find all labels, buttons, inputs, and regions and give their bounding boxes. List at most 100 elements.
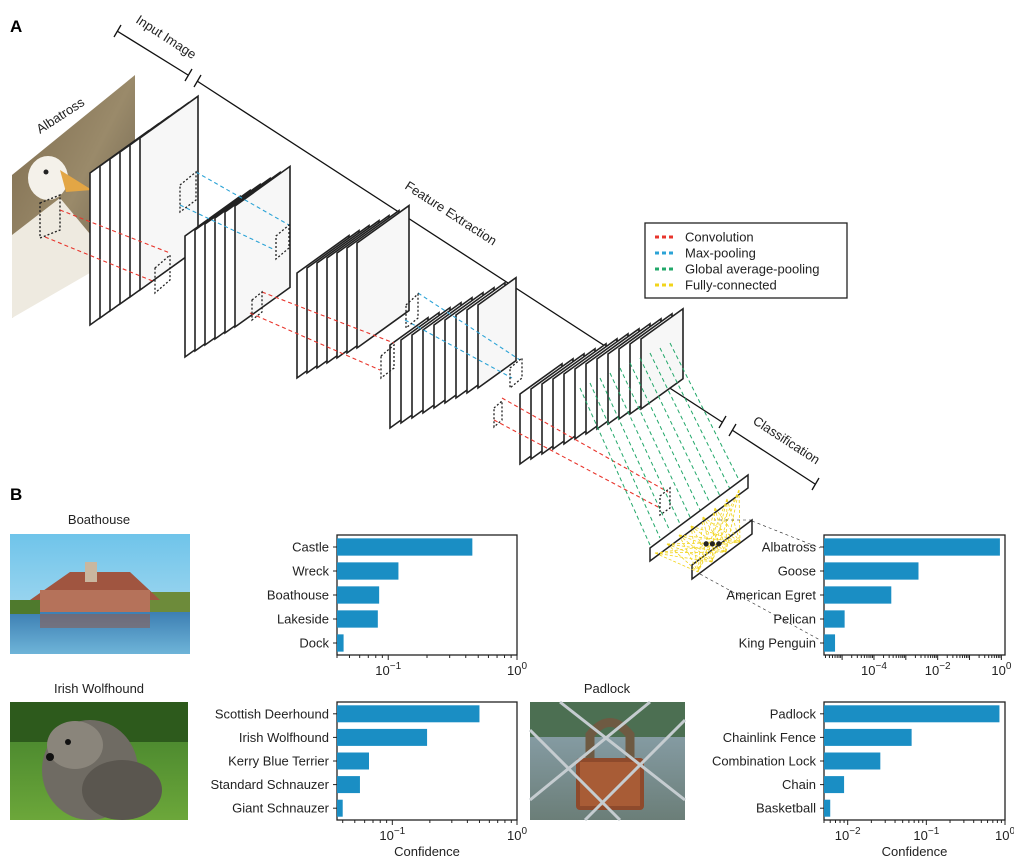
bar-irish-wolfhound <box>337 728 428 746</box>
bar-padlock <box>824 705 1000 723</box>
irish-wolfhound-image-group: Irish Wolfhound <box>10 681 188 820</box>
bar-chain <box>824 776 845 794</box>
fc-line <box>702 516 741 543</box>
category-label: Lakeside <box>277 612 329 627</box>
panel-label-a: A <box>10 17 22 36</box>
bar-albatross <box>824 538 1000 556</box>
fc-line <box>678 534 741 543</box>
category-label: Kerry Blue Terrier <box>228 754 330 769</box>
category-label: Wreck <box>292 564 329 579</box>
fc-line <box>725 498 728 553</box>
legend-label: Max-pooling <box>685 246 756 261</box>
layer-1-5 <box>234 164 291 329</box>
fc-line <box>702 516 727 553</box>
fc-line <box>654 551 727 554</box>
bar-combination-lock <box>824 752 881 770</box>
x-tick-label: 100 <box>507 661 527 678</box>
feature-extraction-label: Feature Extraction <box>402 178 499 248</box>
category-label: Castle <box>292 540 329 555</box>
x-axis-label: Confidence <box>882 844 948 857</box>
gap-line <box>639 357 711 504</box>
irish-wolfhound-image <box>10 702 188 820</box>
bar-boathouse <box>337 586 380 604</box>
fc-line <box>654 541 741 554</box>
chart-1: Albatross Goose American Egret Pelican King … <box>726 534 1012 678</box>
fc-line <box>714 507 741 543</box>
legend-label: Fully-connected <box>685 278 777 293</box>
bar-lakeside <box>337 610 378 628</box>
fc-line <box>711 507 716 563</box>
bar-king-penguin <box>824 634 836 652</box>
x-tick-label: 100 <box>991 661 1011 678</box>
category-label: Chainlink Fence <box>723 730 816 745</box>
fc-line <box>690 525 713 563</box>
bar-giant-schnauzer <box>337 799 343 817</box>
dotted-kernels <box>154 170 671 517</box>
bar-castle <box>337 538 473 556</box>
x-tick-label: 10−2 <box>835 826 861 843</box>
category-label: Basketball <box>756 801 816 816</box>
bar-scottish-deerhound <box>337 705 480 723</box>
category-label: Boathouse <box>267 588 329 603</box>
bar-pelican <box>824 610 845 628</box>
chart-0: Castle Wreck Boathouse Lakeside Dock 10−1 100 <box>267 534 527 678</box>
layer-4-11 <box>640 307 684 411</box>
gap-line <box>659 347 731 490</box>
layer-3-8 <box>477 276 517 390</box>
gap-line <box>589 382 661 539</box>
fc-line <box>714 507 727 553</box>
boathouse-title: Boathouse <box>68 512 130 527</box>
x-axis-label: Confidence <box>394 844 460 857</box>
gap-line <box>669 342 741 483</box>
x-tick-label: 10−1 <box>375 661 401 678</box>
fc-line <box>654 552 699 573</box>
boathouse-image-group: Boathouse <box>10 512 190 654</box>
fc-line <box>678 534 713 563</box>
bar-standard-schnauzer <box>337 776 360 794</box>
fc-line <box>690 525 699 573</box>
padlock-image <box>528 700 687 822</box>
irish-wolfhound-title: Irish Wolfhound <box>54 681 144 696</box>
fc-line <box>697 507 716 573</box>
category-label: Albatross <box>762 540 817 555</box>
category-label: Dock <box>299 636 329 651</box>
category-label: King Penguin <box>739 636 816 651</box>
fc-line <box>711 498 728 563</box>
category-label: Padlock <box>770 706 817 721</box>
padlock-image-group: Padlock <box>528 681 687 822</box>
category-label: Combination Lock <box>712 754 817 769</box>
fc-line <box>711 489 740 563</box>
category-label: Giant Schnauzer <box>232 801 330 816</box>
classification-label: Classification <box>750 413 822 467</box>
x-tick-label: 10−1 <box>379 826 405 843</box>
gap-line <box>629 362 701 511</box>
bar-goose <box>824 562 919 580</box>
x-tick-label: 10−2 <box>925 661 951 678</box>
fc-vector: ••• <box>649 473 821 641</box>
fc-line <box>697 516 704 573</box>
bar-dock <box>337 634 344 652</box>
boathouse-image <box>10 534 190 654</box>
category-label: Chain <box>782 777 816 792</box>
fc-line <box>678 534 727 553</box>
fc-line <box>702 516 713 563</box>
legend-label: Global average-pooling <box>685 262 819 277</box>
gap-line <box>579 387 651 546</box>
gap-line <box>649 352 721 497</box>
svg-text:•••: ••• <box>703 534 722 554</box>
connection-lines <box>44 171 669 509</box>
bar-chainlink-fence <box>824 728 912 746</box>
category-label: Irish Wolfhound <box>239 730 329 745</box>
fc-line <box>726 498 741 543</box>
fc-line <box>697 489 740 573</box>
category-label: Scottish Deerhound <box>215 706 329 721</box>
legend-label: Convolution <box>685 230 754 245</box>
category-label: Standard Schnauzer <box>210 777 329 792</box>
bar-kerry-blue-terrier <box>337 752 369 770</box>
x-tick-label: 10−4 <box>861 661 887 678</box>
layer-2-6 <box>356 203 410 350</box>
fc-line <box>666 541 741 545</box>
